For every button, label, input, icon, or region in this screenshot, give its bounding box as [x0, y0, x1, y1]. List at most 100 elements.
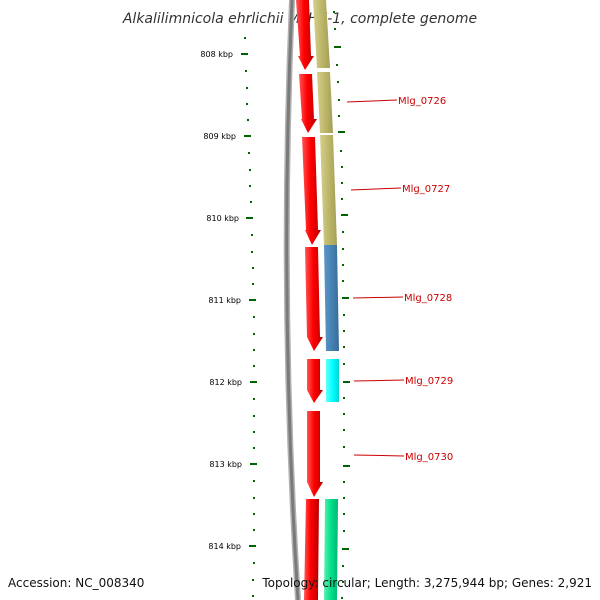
gene-arrow-mlg0726[interactable]	[299, 74, 317, 133]
minor-tick	[343, 429, 345, 431]
minor-tick	[342, 280, 344, 282]
cog-block-khaki[interactable]	[313, 0, 330, 68]
minor-tick	[337, 81, 339, 83]
minor-tick	[343, 330, 345, 332]
cog-block-steelblue[interactable]	[324, 245, 339, 351]
cog-block-khaki[interactable]	[320, 135, 337, 245]
minor-tick	[342, 231, 344, 233]
minor-tick	[251, 251, 253, 253]
label-leaders	[346, 99, 405, 457]
minor-tick	[245, 70, 247, 72]
gene-label-mlg0729[interactable]: Mlg_0729	[405, 376, 453, 387]
forward-genes-track	[296, 0, 323, 600]
minor-tick	[341, 166, 343, 168]
minor-tick	[249, 169, 251, 171]
minor-tick	[250, 201, 252, 203]
minor-tick	[253, 333, 255, 335]
leader-line	[350, 187, 402, 191]
minor-tick	[343, 446, 345, 448]
gene-arrow-mlg0730[interactable]	[307, 411, 323, 497]
minor-tick	[253, 398, 255, 400]
kbp-tick-label: 808 kbp	[200, 50, 233, 59]
kbp-tick-label: 814 kbp	[208, 542, 241, 551]
minor-tick	[253, 415, 255, 417]
major-tick	[250, 463, 257, 465]
minor-tick	[343, 363, 345, 365]
minor-tick	[251, 234, 253, 236]
minor-tick	[342, 565, 344, 567]
kbp-tick-label: 810 kbp	[206, 214, 239, 223]
gene-arrow-mlg0725[interactable]	[296, 0, 314, 70]
minor-tick	[253, 349, 255, 351]
cog-block-cyan[interactable]	[326, 359, 339, 402]
major-tick	[249, 299, 256, 301]
minor-tick	[343, 314, 345, 316]
minor-tick	[253, 529, 255, 531]
minor-tick	[343, 481, 345, 483]
kbp-tick-label: 813 kbp	[209, 460, 242, 469]
gene-arrow-mlg0728[interactable]	[305, 247, 323, 351]
gene-arrow-mlg0731[interactable]	[304, 499, 319, 600]
minor-tick	[333, 11, 335, 13]
left-minor-ticks	[244, 37, 255, 597]
minor-tick	[342, 581, 344, 583]
minor-tick	[246, 103, 248, 105]
cog-track	[313, 0, 339, 600]
minor-tick	[334, 28, 336, 30]
backbone-arc	[285, 0, 300, 600]
kbp-tick-label: 811 kbp	[208, 296, 241, 305]
major-tick	[334, 46, 341, 48]
major-tick	[342, 297, 349, 299]
major-tick	[250, 381, 257, 383]
minor-tick	[249, 185, 251, 187]
minor-tick	[246, 87, 248, 89]
major-tick	[246, 217, 253, 219]
cog-block-khaki[interactable]	[317, 72, 333, 133]
gene-arrow-mlg0727[interactable]	[302, 137, 321, 245]
major-tick	[244, 135, 251, 137]
minor-tick	[338, 99, 340, 101]
gene-label-mlg0726[interactable]: Mlg_0726	[398, 96, 446, 107]
minor-tick	[253, 562, 255, 564]
major-tick	[342, 548, 349, 550]
minor-tick	[252, 283, 254, 285]
minor-tick	[341, 198, 343, 200]
minor-tick	[343, 513, 345, 515]
minor-tick	[253, 431, 255, 433]
gene-label-mlg0730[interactable]: Mlg_0730	[405, 452, 453, 463]
major-tick	[341, 214, 348, 216]
minor-tick	[341, 597, 343, 599]
minor-tick	[244, 37, 246, 39]
minor-tick	[341, 182, 343, 184]
minor-tick	[253, 365, 255, 367]
minor-tick	[252, 267, 254, 269]
accession-text: Accession: NC_008340	[8, 576, 144, 590]
minor-tick	[253, 497, 255, 499]
gene-label-mlg0728[interactable]: Mlg_0728	[404, 293, 452, 304]
cog-block-springgreen[interactable]	[324, 499, 338, 600]
minor-tick	[253, 316, 255, 318]
minor-tick	[342, 264, 344, 266]
leader-line	[353, 379, 405, 382]
minor-tick	[247, 119, 249, 121]
leader-line	[353, 454, 405, 457]
kbp-tick-label: 812 kbp	[209, 378, 242, 387]
major-tick	[241, 53, 248, 55]
major-tick	[249, 545, 256, 547]
minor-tick	[336, 64, 338, 66]
minor-tick	[343, 397, 345, 399]
major-tick	[343, 465, 350, 467]
minor-tick	[253, 513, 255, 515]
kbp-tick-label: 809 kbp	[203, 132, 236, 141]
minor-tick	[253, 480, 255, 482]
minor-tick	[340, 150, 342, 152]
gene-arrow-mlg0729[interactable]	[307, 359, 323, 403]
minor-tick	[248, 152, 250, 154]
minor-tick	[343, 497, 345, 499]
minor-tick	[343, 413, 345, 415]
topology-text: Topology: circular; Length: 3,275,944 bp…	[261, 576, 592, 590]
minor-tick	[252, 595, 254, 597]
minor-tick	[343, 530, 345, 532]
gene-label-mlg0727[interactable]: Mlg_0727	[402, 184, 450, 195]
minor-tick	[338, 115, 340, 117]
